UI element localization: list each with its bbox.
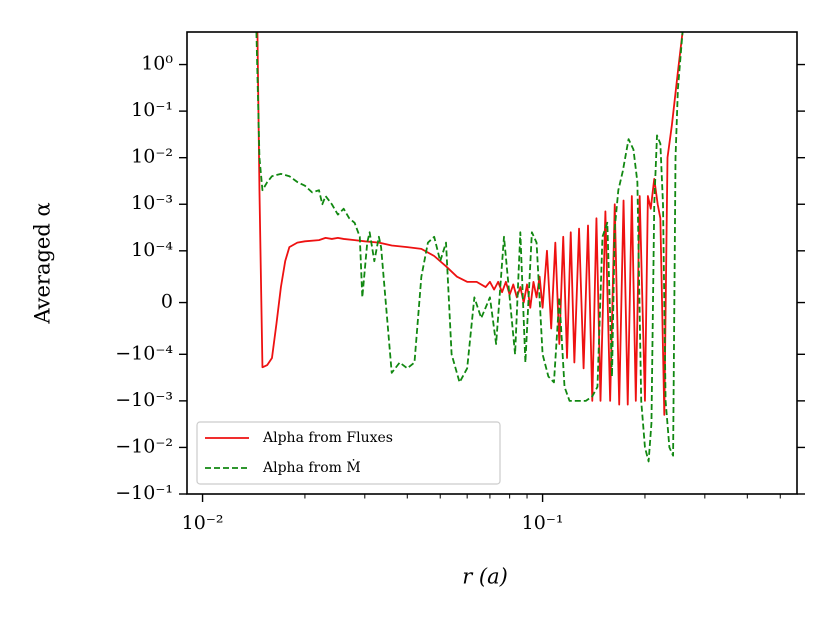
data-line <box>256 32 684 416</box>
y-tick-label: 10⁻¹ <box>131 99 173 121</box>
plot-lines <box>255 32 684 463</box>
y-tick-label: −10⁻⁴ <box>115 342 173 364</box>
y-tick-label: 0 <box>161 291 173 313</box>
y-tick-label: 10⁰ <box>141 53 173 75</box>
y-tick-label: −10⁻³ <box>115 389 173 411</box>
legend-label: Alpha from Ṁ <box>262 458 361 476</box>
x-tick-label: 10⁻¹ <box>522 512 564 534</box>
y-axis-label: Averaged α <box>31 202 55 324</box>
y-tick-label: 10⁻² <box>131 146 173 168</box>
legend-label: Alpha from Fluxes <box>262 430 393 446</box>
y-tick-label: 10⁻³ <box>131 192 173 214</box>
legend-box <box>196 421 501 485</box>
plot-frame <box>186 31 798 495</box>
x-tick-label: 10⁻² <box>182 512 224 534</box>
y-tick-label: −10⁻² <box>115 435 173 457</box>
legend: Alpha from Fluxes Alpha from Ṁ <box>196 421 501 485</box>
y-tick-label: 10⁻⁴ <box>131 239 173 261</box>
data-line <box>255 32 684 463</box>
x-axis-label: r (a) <box>462 565 508 589</box>
y-tick-label: −10⁻¹ <box>115 482 173 504</box>
